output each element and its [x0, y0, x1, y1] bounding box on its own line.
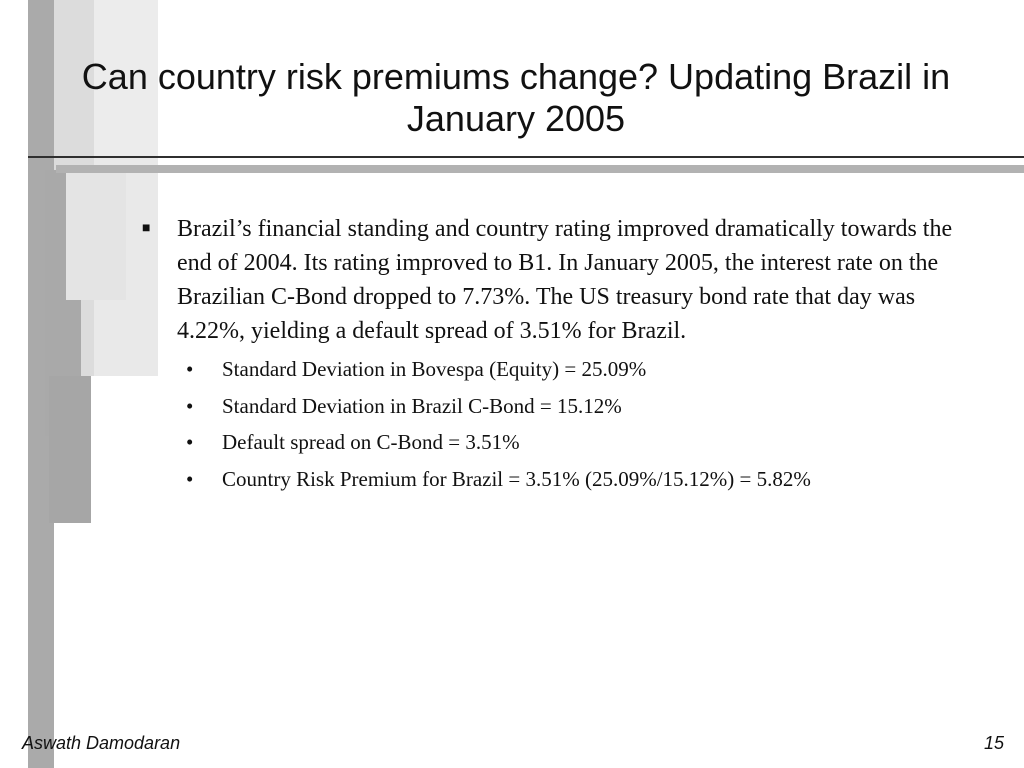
title-rule-gray [56, 165, 1024, 173]
sub-bullet-list: • Standard Deviation in Bovespa (Equity)… [186, 356, 972, 492]
dot-bullet-icon: • [186, 430, 194, 454]
decor-block-gray-lower [49, 376, 91, 523]
sub-bullet-item: • Country Risk Premium for Brazil = 3.51… [186, 466, 972, 492]
sub-bullet-text: Standard Deviation in Brazil C-Bond = 15… [222, 393, 622, 418]
dot-bullet-icon: • [186, 466, 194, 491]
sub-bullet-item: • Standard Deviation in Brazil C-Bond = … [186, 393, 972, 419]
page-number: 15 [983, 733, 1004, 753]
decor-block-light-inner [66, 172, 126, 300]
sub-bullet-item: • Default spread on C-Bond = 3.51% [186, 429, 972, 455]
dot-bullet-icon: • [186, 393, 194, 418]
slide-body: ■ Brazil’s financial standing and countr… [142, 212, 972, 502]
main-bullet-text: Brazil’s financial standing and country … [177, 216, 953, 344]
main-bullet: ■ Brazil’s financial standing and countr… [142, 212, 972, 348]
decor-block-light-top [94, 0, 158, 156]
slide-title: Can country risk premiums change? Updati… [81, 56, 951, 139]
sub-bullet-text: Standard Deviation in Bovespa (Equity) =… [222, 357, 647, 381]
square-bullet-icon: ■ [142, 221, 151, 236]
footer-author: Aswath Damodaran [22, 733, 181, 753]
sub-bullet-text: Default spread on C-Bond = 3.51% [222, 430, 520, 454]
title-rule-dark [28, 156, 1024, 158]
dot-bullet-icon: • [186, 357, 194, 381]
sub-bullet-item: • Standard Deviation in Bovespa (Equity)… [186, 356, 972, 382]
sub-bullet-text: Country Risk Premium for Brazil = 3.51% … [222, 466, 811, 491]
